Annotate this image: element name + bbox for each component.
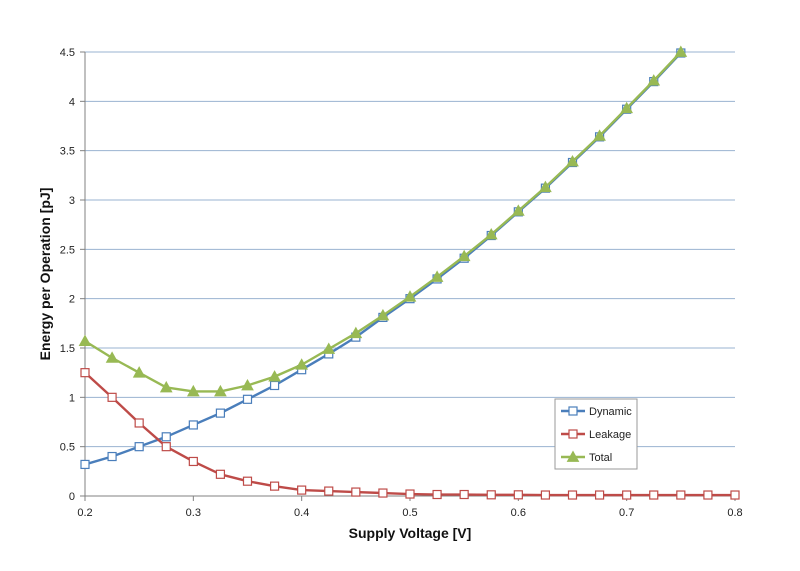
series-leakage <box>80 368 740 500</box>
data-point-leakage <box>215 469 226 479</box>
data-point-dynamic <box>107 451 117 462</box>
data-point-leakage <box>540 490 551 500</box>
data-point-dynamic <box>134 442 144 452</box>
data-point-total <box>214 384 227 397</box>
data-point-leakage <box>594 490 605 500</box>
data-point-leakage <box>242 476 253 486</box>
data-point-total <box>78 334 92 346</box>
gridlines <box>85 51 735 448</box>
data-point-leakage <box>405 489 415 499</box>
data-point-total <box>186 384 200 397</box>
data-point-leakage <box>324 486 334 496</box>
y-tick-label: 1.5 <box>60 343 75 355</box>
x-tick-label: 0.2 <box>77 507 92 519</box>
legend: Dynamic Leakage Total <box>554 398 638 470</box>
x-tick-label: 0.5 <box>402 507 417 519</box>
y-tick-label: 3 <box>69 195 75 207</box>
data-point-leakage <box>676 490 686 500</box>
data-point-total <box>322 342 336 354</box>
data-point-leakage <box>80 368 90 378</box>
data-point-leakage <box>107 392 117 402</box>
data-point-leakage <box>459 489 469 500</box>
data-point-leakage <box>269 481 280 491</box>
y-tick-label: 4 <box>69 96 75 108</box>
data-point-total <box>430 270 444 282</box>
y-tick-label: 4.5 <box>60 47 75 59</box>
legend-item-total: Total <box>561 450 612 464</box>
y-tick-label: 3.5 <box>60 146 75 158</box>
data-point-total <box>674 45 688 57</box>
data-point-dynamic <box>242 394 253 404</box>
series-total <box>78 45 688 397</box>
y-tick-label: 2 <box>69 294 75 306</box>
data-point-total <box>566 154 579 167</box>
data-point-total <box>539 180 552 193</box>
data-point-dynamic <box>188 420 198 430</box>
y-tick-labels: 0 0.5 1 1.5 2 2.5 3 3.5 4 4.5 <box>60 47 75 503</box>
data-point-leakage <box>567 490 578 500</box>
legend-label: Total <box>589 452 612 464</box>
series-group <box>78 45 740 500</box>
data-point-total <box>132 366 146 378</box>
data-point-leakage <box>378 488 388 498</box>
data-point-total <box>241 378 254 391</box>
legend-swatch-marker <box>568 406 578 416</box>
x-tick-label: 0.6 <box>511 507 526 519</box>
y-tick-label: 1 <box>69 392 75 404</box>
data-point-leakage <box>432 489 442 500</box>
data-point-total <box>593 129 606 141</box>
legend-item-dynamic: Dynamic <box>561 406 632 418</box>
data-point-leakage <box>134 418 144 428</box>
x-tick-label: 0.7 <box>619 507 634 519</box>
data-point-total <box>457 249 471 262</box>
legend-swatch-marker <box>568 429 578 439</box>
data-point-total <box>403 290 417 302</box>
data-point-leakage <box>188 456 198 467</box>
data-point-leakage <box>730 490 740 500</box>
x-tick-label: 0.4 <box>294 507 309 519</box>
data-point-leakage <box>622 490 632 500</box>
x-axis-title: Supply Voltage [V] <box>349 525 472 541</box>
data-point-leakage <box>649 490 659 500</box>
data-point-dynamic <box>80 459 90 470</box>
data-point-leakage <box>161 442 171 452</box>
data-point-total <box>620 101 634 114</box>
data-point-dynamic <box>215 408 226 418</box>
data-point-total <box>159 380 173 393</box>
y-tick-label: 2.5 <box>60 244 75 256</box>
legend-label: Dynamic <box>589 406 632 418</box>
data-point-total <box>349 326 363 339</box>
y-tick-label: 0 <box>69 491 75 503</box>
legend-label: Leakage <box>589 429 631 441</box>
data-point-total <box>268 370 281 382</box>
y-axis-title: Energy per Operation [pJ] <box>37 188 53 361</box>
series-line-total <box>84 51 682 393</box>
data-point-leakage <box>351 487 361 497</box>
data-point-total <box>511 204 525 216</box>
y-tick-label: 0.5 <box>60 442 75 454</box>
data-point-total <box>647 74 661 86</box>
data-point-total <box>295 358 309 370</box>
data-point-total <box>105 351 119 363</box>
data-point-dynamic <box>161 432 171 442</box>
x-tick-label: 0.8 <box>727 507 742 519</box>
legend-item-leakage: Leakage <box>561 429 631 441</box>
data-point-leakage <box>486 490 496 500</box>
data-point-leakage <box>513 490 523 500</box>
x-tick-label: 0.3 <box>186 507 201 519</box>
data-point-total <box>376 308 390 321</box>
data-point-dynamic <box>269 380 280 391</box>
data-point-total <box>484 228 498 240</box>
legend-swatch-marker <box>566 450 580 462</box>
x-tick-labels: 0.2 0.3 0.4 0.5 0.6 0.7 0.8 <box>77 507 742 519</box>
data-point-leakage <box>297 485 307 495</box>
data-point-leakage <box>703 490 713 500</box>
